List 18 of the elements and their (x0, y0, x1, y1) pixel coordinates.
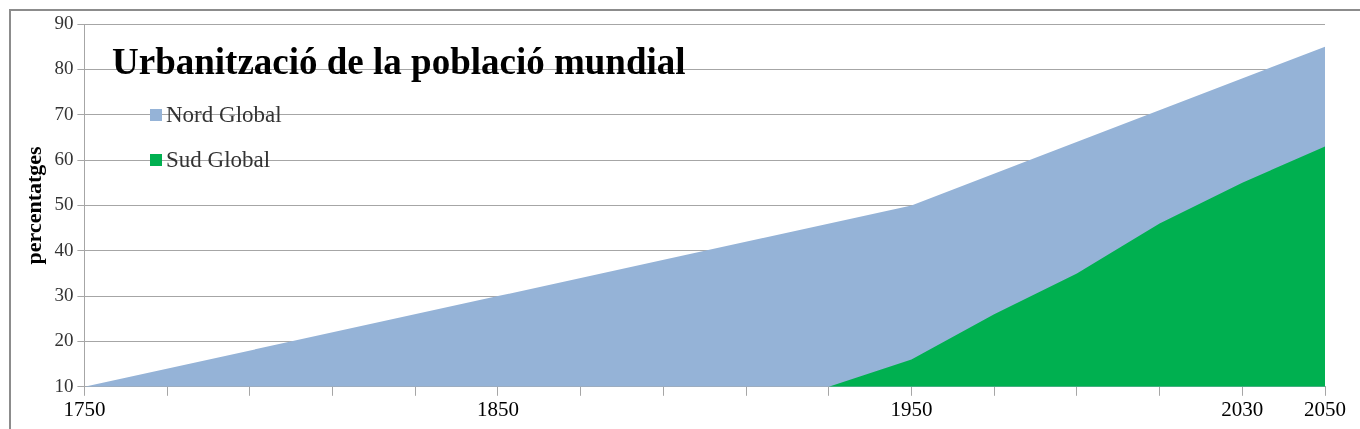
x-tick-label: 2030 (1221, 396, 1264, 421)
y-tick-label: 30 (54, 284, 74, 306)
x-tick-label: 1950 (890, 396, 933, 421)
y-tick-label: 90 (54, 11, 74, 33)
x-tick-label: 1750 (63, 396, 106, 421)
text: Urbanització de la població mundial (112, 40, 686, 83)
y-tick-label: 70 (54, 102, 74, 124)
y-tick-label: 20 (54, 329, 74, 351)
legend-label: Sud Global (166, 146, 271, 173)
y-tick-label: 10 (54, 374, 74, 396)
y-tick-label: 50 (54, 193, 74, 215)
x-tick-label: 1850 (476, 396, 519, 421)
legend-label: Nord Global (166, 101, 282, 128)
y-tick-label: 40 (54, 238, 74, 260)
x-tick-label: 2050 (1304, 396, 1346, 421)
y-axis-title: percentatges (20, 145, 46, 265)
y-tick-label: 80 (54, 57, 74, 79)
y-tick-label: 60 (54, 148, 74, 170)
